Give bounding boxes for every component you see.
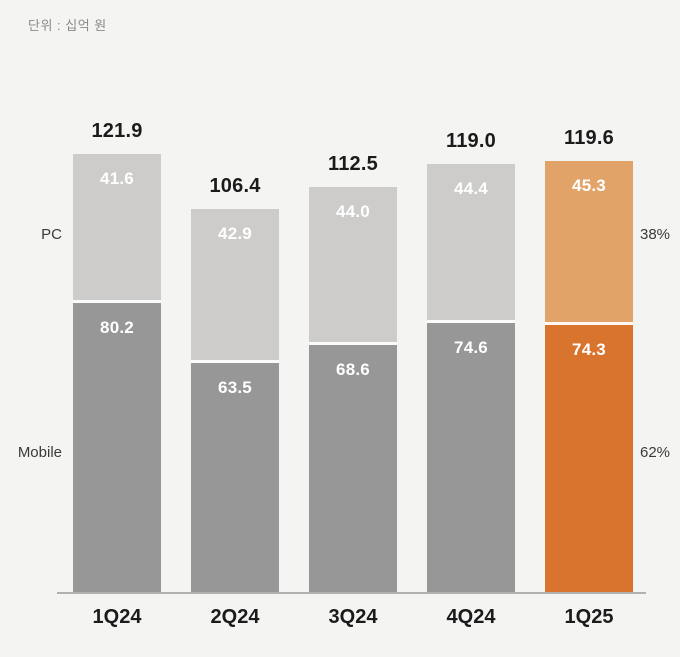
bar-3Q24: 112.5 44.0 68.6 [309, 153, 397, 592]
mobile-segment: 68.6 [309, 345, 397, 592]
mobile-segment: 74.3 [545, 324, 633, 592]
bar-total-label: 121.9 [91, 119, 143, 142]
x-axis-label-1Q24: 1Q24 [92, 606, 142, 628]
bar-total-label: 112.5 [328, 152, 378, 175]
pc-segment: 45.3 [545, 161, 633, 325]
pc-segment: 41.6 [73, 153, 161, 304]
mobile-segment-value: 74.3 [572, 339, 606, 359]
mobile-segment-value: 80.2 [100, 318, 134, 338]
bar-total-label: 119.0 [446, 129, 496, 152]
x-axis-label-3Q24: 3Q24 [328, 606, 378, 628]
pc-segment-value: 44.0 [336, 201, 370, 221]
bar-total-label: 106.4 [209, 174, 261, 197]
mobile-segment-value: 63.5 [218, 378, 252, 398]
pc-series-label: PC [41, 226, 62, 243]
pc-segment-value: 45.3 [572, 176, 606, 196]
unit-label: 단위 : 십억 원 [28, 18, 107, 33]
mobile-series-label: Mobile [17, 444, 62, 461]
pc-segment-value: 44.4 [454, 178, 488, 198]
mobile-segment: 63.5 [191, 363, 279, 592]
pc-segment-value: 42.9 [218, 223, 252, 243]
bar-total-label: 119.6 [564, 127, 614, 150]
pc-segment: 44.0 [309, 186, 397, 346]
pc-segment: 42.9 [191, 208, 279, 364]
x-axis-line [57, 592, 646, 594]
mobile-segment: 80.2 [73, 303, 161, 592]
mobile-segment-value: 74.6 [454, 338, 488, 358]
x-axis-label-4Q24: 4Q24 [446, 606, 496, 628]
mobile-share-label: 62% [640, 444, 671, 461]
mobile-segment-value: 68.6 [336, 360, 370, 380]
x-axis-label-1Q25: 1Q25 [564, 606, 614, 628]
x-axis-label-2Q24: 2Q24 [210, 606, 260, 628]
pc-share-label: 38% [640, 226, 671, 243]
bar-2Q24: 106.4 42.9 63.5 [191, 175, 279, 592]
mobile-segment: 74.6 [427, 323, 515, 592]
bar-4Q24: 119.0 44.4 74.6 [427, 130, 515, 592]
pc-segment: 44.4 [427, 163, 515, 324]
pc-segment-value: 41.6 [100, 168, 134, 188]
bar-1Q24: 121.9 41.6 80.2 [73, 120, 161, 592]
bar-1Q25: 119.6 45.3 74.3 [545, 127, 633, 592]
